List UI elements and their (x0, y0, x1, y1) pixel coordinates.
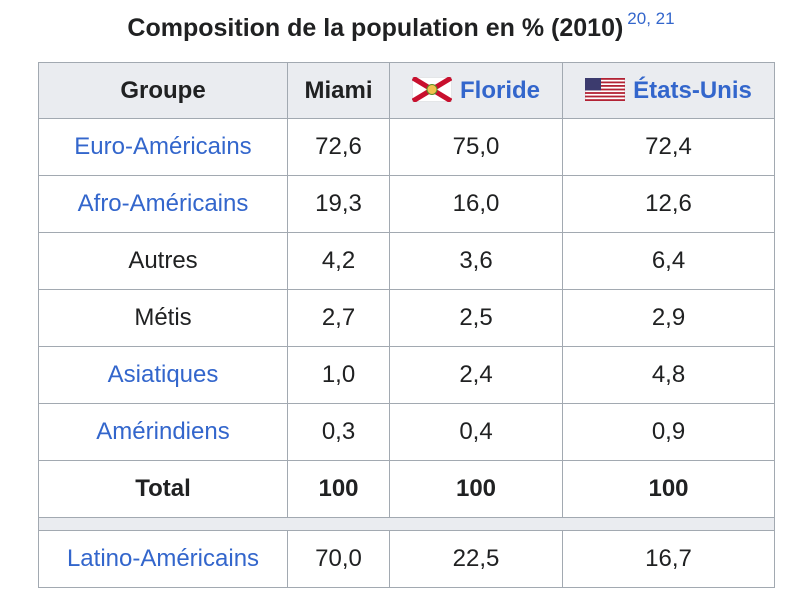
row-label-link[interactable]: Afro-Américains (38, 175, 288, 233)
cell-miami: 72,6 (287, 118, 390, 176)
total-miami: 100 (287, 460, 390, 518)
latino-label-link[interactable]: Latino-Américains (38, 530, 288, 588)
cell-miami: 19,3 (287, 175, 390, 233)
us-flag-icon (585, 77, 626, 101)
cell-etats-unis: 4,8 (562, 346, 775, 404)
row-label-link[interactable]: Euro-Américains (38, 118, 288, 176)
row-label: Métis (38, 289, 288, 347)
cell-floride: 75,0 (389, 118, 563, 176)
row-label: Autres (38, 232, 288, 290)
latino-floride: 22,5 (389, 530, 563, 588)
total-row: Total 100 100 100 (38, 460, 775, 518)
header-floride-link[interactable]: Floride (459, 76, 540, 104)
row-label-link[interactable]: Amérindiens (38, 403, 288, 461)
table-row: Autres 4,2 3,6 6,4 (38, 232, 775, 290)
header-floride[interactable]: Floride (389, 62, 563, 119)
cell-miami: 1,0 (287, 346, 390, 404)
table-row: Asiatiques 1,0 2,4 4,8 (38, 346, 775, 404)
cell-miami: 4,2 (287, 232, 390, 290)
total-floride: 100 (389, 460, 563, 518)
row-label-link[interactable]: Asiatiques (38, 346, 288, 404)
cell-floride: 16,0 (389, 175, 563, 233)
header-miami: Miami (287, 62, 390, 119)
header-etats-unis-link[interactable]: États-Unis (633, 76, 752, 104)
latino-row: Latino-Américains 70,0 22,5 16,7 (38, 530, 775, 588)
table-row: Euro-Américains 72,6 75,0 72,4 (38, 118, 775, 176)
cell-floride: 2,5 (389, 289, 563, 347)
cell-etats-unis: 0,9 (562, 403, 775, 461)
table-row: Amérindiens 0,3 0,4 0,9 (38, 403, 775, 461)
cell-miami: 2,7 (287, 289, 390, 347)
table-row: Afro-Américains 19,3 16,0 12,6 (38, 175, 775, 233)
cell-etats-unis: 72,4 (562, 118, 775, 176)
total-etats-unis: 100 (562, 460, 775, 518)
florida-flag-icon (411, 76, 452, 102)
header-etats-unis[interactable]: États-Unis (562, 62, 775, 119)
population-table: Groupe Miami Floride (38, 62, 775, 588)
latino-miami: 70,0 (287, 530, 390, 588)
table-caption: Composition de la population en % (2010)… (0, 9, 802, 43)
cell-etats-unis: 12,6 (562, 175, 775, 233)
cell-floride: 0,4 (389, 403, 563, 461)
reference-links[interactable]: 20, 21 (627, 9, 675, 28)
total-label: Total (38, 460, 288, 518)
header-groupe: Groupe (38, 62, 288, 119)
separator-row (38, 517, 775, 531)
table-row: Métis 2,7 2,5 2,9 (38, 289, 775, 347)
cell-floride: 3,6 (389, 232, 563, 290)
latino-etats-unis: 16,7 (562, 530, 775, 588)
cell-etats-unis: 2,9 (562, 289, 775, 347)
header-row: Groupe Miami Floride (38, 62, 775, 119)
cell-floride: 2,4 (389, 346, 563, 404)
separator-cell (38, 517, 775, 531)
cell-etats-unis: 6,4 (562, 232, 775, 290)
caption-title: Composition de la population en % (2010) (127, 14, 624, 42)
cell-miami: 0,3 (287, 403, 390, 461)
